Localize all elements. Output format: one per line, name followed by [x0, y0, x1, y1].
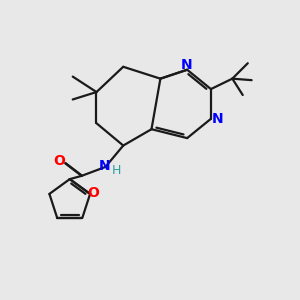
- Text: N: N: [99, 159, 111, 173]
- Text: N: N: [181, 58, 192, 72]
- Text: H: H: [112, 164, 122, 177]
- Text: N: N: [212, 112, 223, 126]
- Text: O: O: [87, 186, 99, 200]
- Text: O: O: [53, 154, 65, 168]
